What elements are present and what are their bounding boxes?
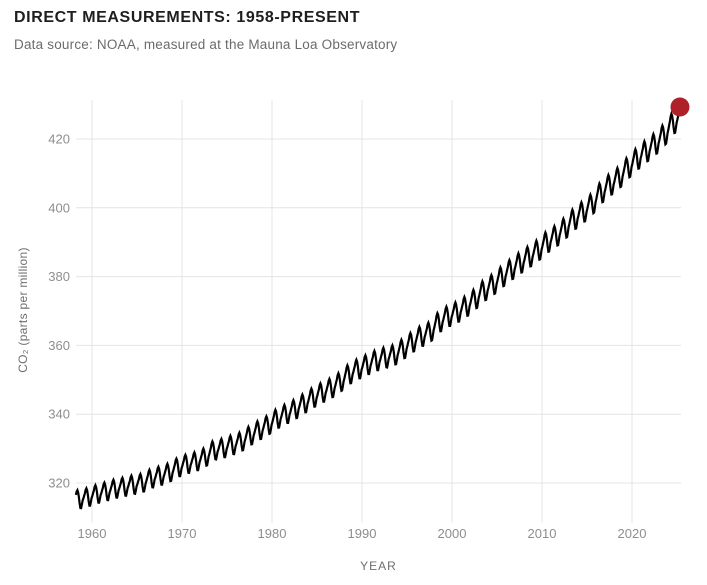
x-tick-label: 1970 [168, 526, 197, 541]
x-axis-title: YEAR [360, 559, 397, 573]
x-tick-label: 1980 [258, 526, 287, 541]
chart-subtitle: Data source: NOAA, measured at the Mauna… [14, 37, 398, 52]
x-tick-label: 2000 [438, 526, 467, 541]
x-tick-label: 2020 [618, 526, 647, 541]
x-tick-label: 2010 [528, 526, 557, 541]
chart-header: DIRECT MEASUREMENTS: 1958-PRESENT Data s… [14, 8, 397, 52]
x-tick-label: 1990 [348, 526, 377, 541]
y-tick-label: 360 [48, 338, 70, 353]
y-tick-label: 420 [48, 132, 70, 147]
y-tick-label: 340 [48, 407, 70, 422]
y-tick-label: 380 [48, 269, 70, 284]
latest-point-marker [670, 97, 690, 117]
y-tick-label: 320 [48, 476, 70, 491]
chart-title: DIRECT MEASUREMENTS: 1958-PRESENT [14, 9, 361, 26]
y-axis-title: CO₂ (parts per million) [16, 247, 30, 373]
co2-line [74, 105, 682, 510]
y-tick-label: 400 [48, 200, 70, 215]
x-tick-label: 1960 [78, 526, 107, 541]
